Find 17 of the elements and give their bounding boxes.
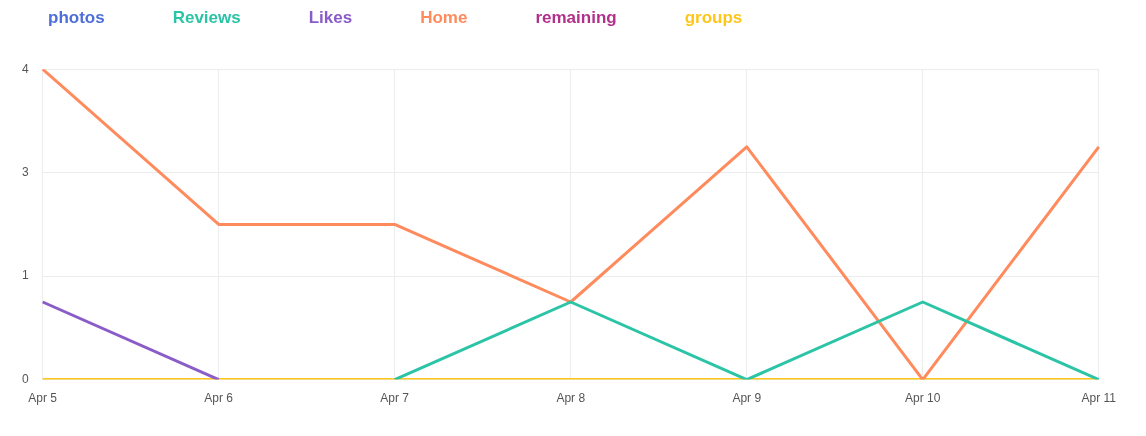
legend-label: remaining (535, 8, 617, 28)
text: Home (420, 8, 468, 28)
text: Likes (308, 8, 353, 28)
y-tick-label: 1 (21, 268, 29, 283)
x-tick-label: Apr 5 (28, 391, 58, 406)
y-tick-label: 0 (21, 371, 29, 386)
y-tick-label: 3 (21, 164, 29, 179)
x-tick-label: Apr 10 (905, 391, 941, 406)
x-tick-label: Apr 9 (732, 391, 762, 406)
y-tick-label: 4 (21, 61, 29, 76)
x-tick-label: Apr 11 (1081, 391, 1117, 406)
x-tick-label: Apr 6 (204, 391, 234, 406)
legend-label: photos (48, 8, 105, 28)
x-tick-label: Apr 7 (380, 391, 410, 406)
text: groups (684, 8, 743, 28)
text: Reviews (172, 8, 241, 28)
x-tick-label: Apr 8 (556, 391, 586, 406)
